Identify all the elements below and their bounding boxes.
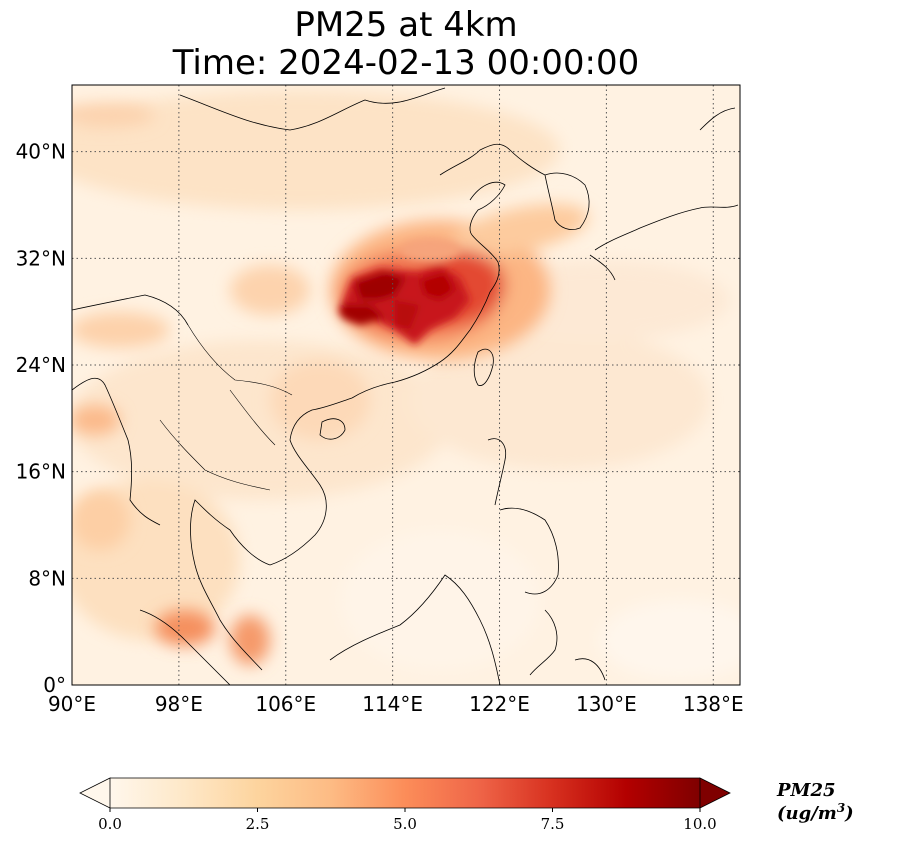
philippines-luzon [487,438,507,506]
longitude-labels: 90°E 98°E 106°E 114°E 122°E 130°E 138°E [48,692,744,716]
lon-tick-label: 130°E [576,692,637,716]
lon-tick-label: 98°E [155,692,203,716]
borneo [329,574,501,685]
inland-border-1 [187,324,293,396]
latitude-labels: 0° 8°N 16°N 24°N 32°N 40°N [16,140,66,697]
south-asia-border [72,294,189,326]
lat-tick-label: 32°N [16,246,66,270]
lon-tick-label: 138°E [683,692,744,716]
colorbar-tick-label: 5.0 [393,815,417,833]
pm25-field [72,85,740,685]
korea-peninsula [544,172,590,230]
map-time-subtitle: Time: 2024-02-13 00:00:00 [172,43,640,83]
colorbar-label: PM25 (ug/m3) [777,780,854,824]
coastlines [72,87,739,685]
lat-tick-label: 16°N [16,460,66,484]
ne-china-coast [439,143,546,176]
philippines-south [499,507,559,595]
sulawesi [529,609,558,676]
northern-border [179,87,446,131]
taiwan [473,348,494,386]
map-frame [71,84,741,686]
colorbar-tick-label: 10.0 [683,815,716,833]
sumatra [139,609,231,685]
colorbar-tick-label: 2.5 [246,815,270,833]
lat-tick-label: 0° [43,673,66,697]
china-east-coast [351,234,500,399]
japan-kyushu [589,254,616,281]
new-guinea [574,658,606,681]
colorbar-body [110,778,700,808]
map-title: PM25 at 4km [294,5,518,45]
lon-tick-label: 122°E [469,692,530,716]
inland-border-2 [159,419,271,491]
lat-tick-label: 40°N [16,140,66,164]
colorbar-tick-label: 0.0 [98,815,122,833]
japan-honshu [594,204,739,251]
lat-tick-label: 8°N [28,566,66,590]
japan-north [699,107,736,131]
colorbar-tick-label: 7.5 [541,815,565,833]
lat-tick-label: 24°N [16,353,66,377]
colorbar-extend-high [699,777,731,809]
colorbar: 0.0 2.5 5.0 7.5 10.0 [79,777,731,833]
lon-tick-label: 114°E [362,692,423,716]
inland-border-3 [229,389,276,446]
myanmar-coast [72,377,161,526]
colorbar-extend-low [79,777,111,809]
hainan [319,418,346,440]
regional-plumes [72,103,370,665]
colorbar-ticks: 0.0 2.5 5.0 7.5 10.0 [98,808,717,833]
indochina-coast [269,397,353,566]
gridlines [72,85,740,685]
lon-tick-label: 106°E [255,692,316,716]
gulf-of-thailand [190,499,271,671]
bohai-coast [469,181,506,236]
lon-tick-label: 90°E [48,692,96,716]
